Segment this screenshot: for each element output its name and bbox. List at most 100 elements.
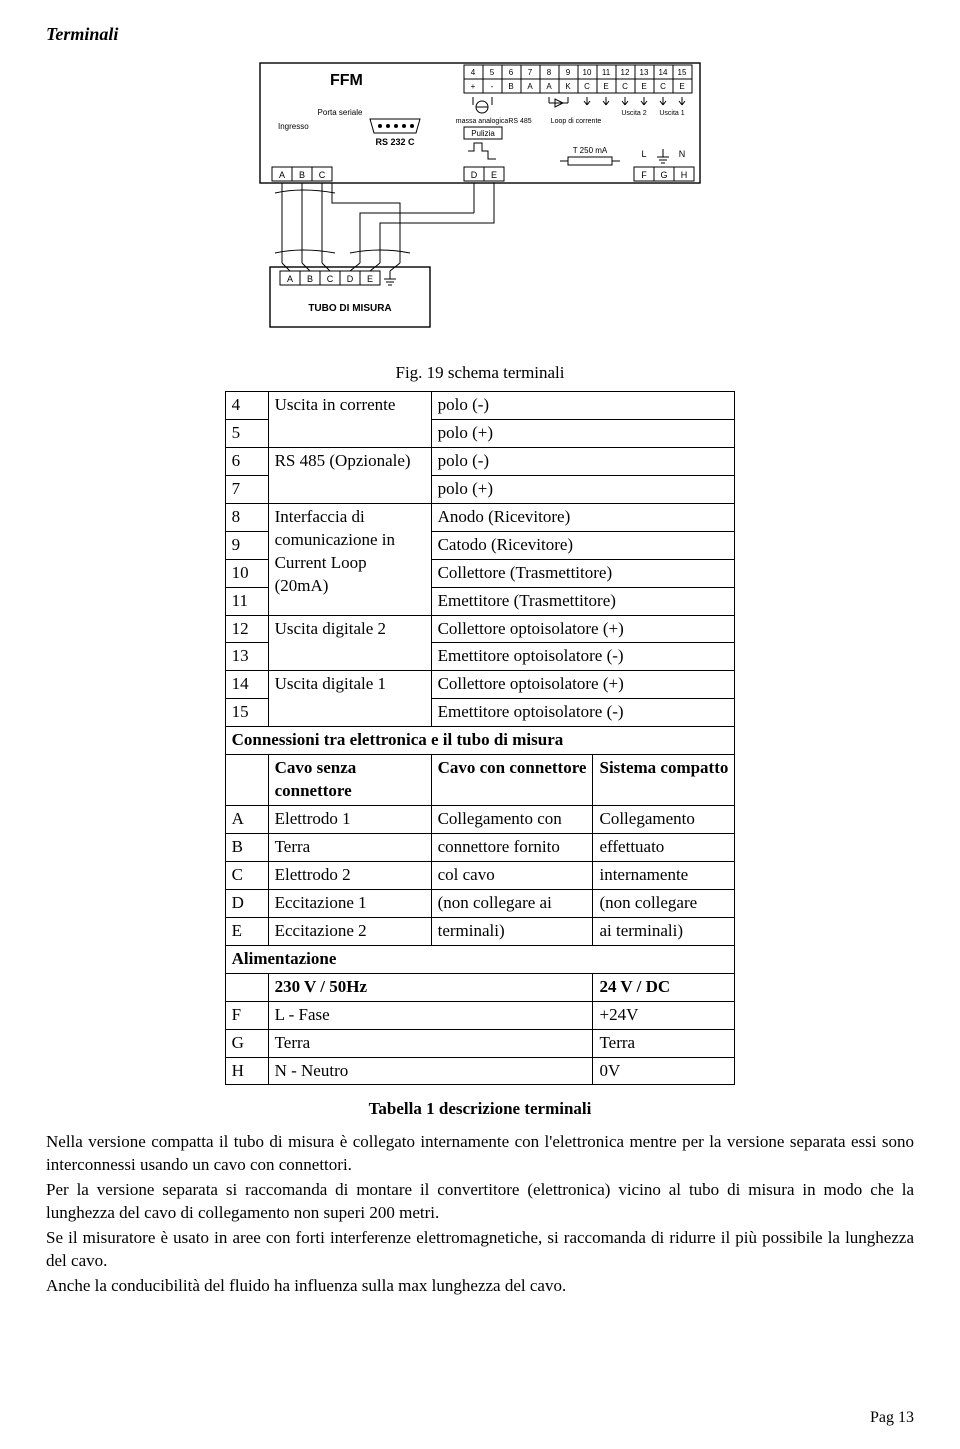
terminal-desc: Emettitore optoisolatore (-) xyxy=(431,699,735,727)
terminal-desc: Collettore optoisolatore (+) xyxy=(431,615,735,643)
svg-text:E: E xyxy=(641,82,646,91)
terminal-group: Interfaccia di comunicazione in Current … xyxy=(268,503,431,615)
terminal-desc: Emettitore (Trasmettitore) xyxy=(431,587,735,615)
svg-text:B: B xyxy=(307,274,313,284)
table-row: 230 V / 50Hz24 V / DC xyxy=(225,973,735,1001)
row-letter: B xyxy=(225,834,268,862)
svg-text:K: K xyxy=(565,82,571,91)
power-c2: +24V xyxy=(593,1001,735,1029)
svg-text:8: 8 xyxy=(547,68,552,77)
conn-c1: Eccitazione 2 xyxy=(268,917,431,945)
conn-c1: Terra xyxy=(268,834,431,862)
table-cell: Cavo senza connettore xyxy=(268,755,431,806)
power-c1: Terra xyxy=(268,1029,593,1057)
svg-text:TUBO DI MISURA: TUBO DI MISURA xyxy=(308,303,391,314)
table-row: 4Uscita in correntepolo (-) xyxy=(225,392,735,420)
svg-text:B: B xyxy=(299,170,305,180)
svg-text:D: D xyxy=(471,170,478,180)
table-row: HN - Neutro0V xyxy=(225,1057,735,1085)
bottom-left-strip: A B C xyxy=(272,167,332,181)
svg-text:C: C xyxy=(622,82,628,91)
row-letter: G xyxy=(225,1029,268,1057)
svg-text:6: 6 xyxy=(509,68,514,77)
svg-text:14: 14 xyxy=(659,68,668,77)
table-row: FL - Fase+24V xyxy=(225,1001,735,1029)
terminal-number: 13 xyxy=(225,643,268,671)
svg-text:A: A xyxy=(527,82,533,91)
power-c2: 0V xyxy=(593,1057,735,1085)
row-letter: D xyxy=(225,889,268,917)
svg-text:Ingresso: Ingresso xyxy=(278,122,309,131)
svg-text:F: F xyxy=(641,170,647,180)
svg-text:C: C xyxy=(319,170,326,180)
svg-text:7: 7 xyxy=(528,68,533,77)
table-row: EEccitazione 2terminali)ai terminali) xyxy=(225,917,735,945)
terminal-number: 7 xyxy=(225,475,268,503)
conn-c1: Elettrodo 1 xyxy=(268,806,431,834)
table-row: 8Interfaccia di comunicazione in Current… xyxy=(225,503,735,531)
terminal-number: 9 xyxy=(225,531,268,559)
svg-text:+: + xyxy=(471,82,476,91)
section-title: Terminali xyxy=(46,24,914,45)
svg-text:Uscita 2: Uscita 2 xyxy=(621,110,646,117)
terminal-group: Uscita digitale 2 xyxy=(268,615,431,671)
table-caption: Tabella 1 descrizione terminali xyxy=(46,1099,914,1119)
terminal-number: 12 xyxy=(225,615,268,643)
svg-text:Uscita 1: Uscita 1 xyxy=(659,110,684,117)
row-letter: A xyxy=(225,806,268,834)
table-row: Cavo senza connettoreCavo con connettore… xyxy=(225,755,735,806)
svg-text:10: 10 xyxy=(583,68,592,77)
terminal-desc: Anodo (Ricevitore) xyxy=(431,503,735,531)
row-letter: C xyxy=(225,861,268,889)
terminal-desc: polo (-) xyxy=(431,392,735,420)
svg-text:E: E xyxy=(367,274,373,284)
terminal-number: 14 xyxy=(225,671,268,699)
svg-text:L: L xyxy=(641,149,646,159)
conn-c3: ai terminali) xyxy=(593,917,735,945)
svg-text:C: C xyxy=(584,82,590,91)
svg-text:15: 15 xyxy=(678,68,687,77)
terminal-diagram: FFM 4 5 6 7 8 xyxy=(220,53,740,353)
table-cell xyxy=(225,755,268,806)
terminal-group: Uscita digitale 1 xyxy=(268,671,431,727)
terminal-number: 15 xyxy=(225,699,268,727)
section-header: Connessioni tra elettronica e il tubo di… xyxy=(225,727,735,755)
terminal-desc: polo (-) xyxy=(431,447,735,475)
table-cell: 24 V / DC xyxy=(593,973,735,1001)
svg-text:13: 13 xyxy=(640,68,649,77)
table-row: CElettrodo 2col cavointernamente xyxy=(225,861,735,889)
paragraph-4: Anche la conducibilità del fluido ha inf… xyxy=(46,1275,914,1298)
svg-text:C: C xyxy=(327,274,334,284)
svg-text:A: A xyxy=(546,82,552,91)
svg-text:A: A xyxy=(287,274,293,284)
table-row: Alimentazione xyxy=(225,945,735,973)
conn-c2: col cavo xyxy=(431,861,593,889)
terminal-group: Uscita in corrente xyxy=(268,392,431,448)
svg-text:E: E xyxy=(679,82,684,91)
svg-text:11: 11 xyxy=(602,68,611,77)
terminal-number: 5 xyxy=(225,419,268,447)
power-c1: N - Neutro xyxy=(268,1057,593,1085)
paragraph-3: Se il misuratore è usato in aree con for… xyxy=(46,1227,914,1273)
svg-text:E: E xyxy=(491,170,497,180)
bottom-right-strip: F G H xyxy=(634,167,694,181)
table-row: DEccitazione 1(non collegare ai(non coll… xyxy=(225,889,735,917)
conn-c2: connettore fornito xyxy=(431,834,593,862)
svg-text:D: D xyxy=(347,274,354,284)
svg-text:9: 9 xyxy=(566,68,571,77)
figure-caption: Fig. 19 schema terminali xyxy=(46,363,914,383)
svg-text:Porta seriale: Porta seriale xyxy=(318,108,363,117)
terminals-table: 4Uscita in correntepolo (-)5polo (+)6RS … xyxy=(225,391,736,1085)
svg-text:H: H xyxy=(681,170,688,180)
conn-c3: effettuato xyxy=(593,834,735,862)
conn-c1: Eccitazione 1 xyxy=(268,889,431,917)
conn-c2: (non collegare ai xyxy=(431,889,593,917)
table-row: Connessioni tra elettronica e il tubo di… xyxy=(225,727,735,755)
table-row: BTerraconnettore fornitoeffettuato xyxy=(225,834,735,862)
svg-text:4: 4 xyxy=(471,68,476,77)
paragraph-2: Per la versione separata si raccomanda d… xyxy=(46,1179,914,1225)
conn-c3: internamente xyxy=(593,861,735,889)
svg-text:T 250 mA: T 250 mA xyxy=(573,146,608,155)
table-row: 14Uscita digitale 1Collettore optoisolat… xyxy=(225,671,735,699)
power-c1: L - Fase xyxy=(268,1001,593,1029)
